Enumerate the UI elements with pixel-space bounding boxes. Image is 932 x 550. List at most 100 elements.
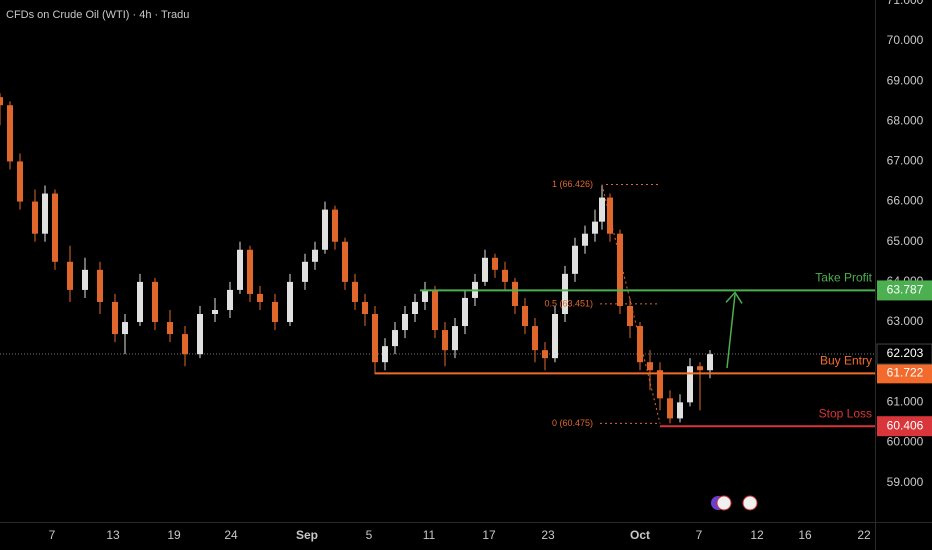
- candle-body: [592, 221, 598, 234]
- event-icon[interactable]: [742, 495, 758, 511]
- candle-body: [502, 269, 508, 282]
- candle-body: [582, 233, 588, 246]
- current-price-label: 62.203: [887, 346, 924, 360]
- y-tick-label: 70.000: [887, 33, 924, 47]
- x-tick-label: 13: [106, 528, 120, 542]
- candle-body: [257, 293, 263, 302]
- candle-body: [17, 161, 23, 202]
- candle-body: [352, 281, 358, 302]
- x-tick-label: 19: [167, 528, 181, 542]
- candle-body: [607, 197, 613, 234]
- x-tick-label: 23: [541, 528, 555, 542]
- candle-body: [7, 105, 13, 162]
- arrow-head: [725, 291, 743, 304]
- fib-label: 1 (66.426): [552, 179, 593, 189]
- candle-body: [667, 398, 673, 419]
- candle-body: [442, 330, 448, 351]
- candle-body: [462, 297, 468, 327]
- fib-label: 0 (60.475): [552, 418, 593, 428]
- y-tick-label: 65.000: [887, 234, 924, 248]
- candle-body: [572, 245, 578, 274]
- arrow-shaft: [726, 294, 736, 369]
- y-tick-label: 66.000: [887, 194, 924, 208]
- x-tick-label: 7: [49, 528, 56, 542]
- candle-body: [272, 301, 278, 323]
- fib-label: 0.5 (63.451): [544, 298, 593, 308]
- candle-body: [392, 330, 398, 347]
- candle-body: [97, 269, 103, 302]
- y-tick-label: 67.000: [887, 154, 924, 168]
- candle-body: [402, 314, 408, 331]
- candle-body: [152, 281, 158, 323]
- candle-body: [422, 289, 428, 302]
- y-tick-label: 69.000: [887, 73, 924, 87]
- level-price-label: 61.722: [887, 366, 924, 380]
- level-name: Buy Entry: [820, 354, 872, 368]
- candle-body: [362, 301, 368, 315]
- candle-body: [332, 209, 338, 242]
- candle-body: [342, 241, 348, 282]
- x-tick-label: 5: [366, 528, 373, 542]
- candle-body: [247, 249, 253, 294]
- candle-body: [322, 209, 328, 250]
- x-tick-label: Oct: [630, 528, 650, 542]
- candle-body: [42, 193, 48, 234]
- level-price-label: 60.406: [887, 418, 924, 432]
- candle-body: [197, 314, 203, 355]
- candle-body: [522, 305, 528, 327]
- candle-body: [212, 309, 218, 315]
- level-price-box: [877, 416, 932, 437]
- candle-body: [312, 249, 318, 262]
- candle-body: [0, 97, 3, 106]
- event-icon[interactable]: [716, 495, 732, 511]
- candle-body: [302, 261, 308, 282]
- candle-body: [382, 346, 388, 363]
- candle-body: [512, 281, 518, 306]
- candle-body: [647, 362, 653, 371]
- candle-body: [82, 269, 88, 290]
- x-tick-label: 17: [482, 528, 496, 542]
- x-tick-label: 24: [224, 528, 238, 542]
- x-tick-label: Sep: [296, 528, 318, 542]
- candle-body: [227, 289, 233, 310]
- candle-body: [237, 249, 243, 290]
- candle-body: [562, 273, 568, 315]
- candle-body: [52, 193, 58, 262]
- event-icons[interactable]: [711, 495, 758, 511]
- candle-body: [697, 366, 703, 371]
- candle-body: [687, 366, 693, 403]
- candle-body: [617, 233, 623, 306]
- fib-trend: [601, 184, 661, 424]
- x-tick-label: 12: [750, 528, 764, 542]
- candle-body: [627, 305, 633, 327]
- candle-body: [482, 257, 488, 282]
- candle-body: [599, 197, 605, 222]
- candle-body: [287, 281, 293, 323]
- candle-body: [112, 301, 118, 335]
- chart-title: CFDs on Crude Oil (WTI) · 4h · Tradu: [6, 9, 189, 21]
- y-tick-label: 60.000: [887, 435, 924, 449]
- candle-body: [552, 314, 558, 359]
- x-tick-label: 22: [857, 528, 871, 542]
- candle-body: [532, 326, 538, 351]
- candle-body: [452, 326, 458, 351]
- x-tick-label: 7: [696, 528, 703, 542]
- current-price-box: [876, 343, 932, 365]
- y-tick-label: 63.000: [887, 314, 924, 328]
- y-tick-label: 61.000: [887, 395, 924, 409]
- y-tick-label: 59.000: [887, 475, 924, 489]
- level-price-box: [877, 363, 932, 384]
- candle-body: [372, 314, 378, 363]
- candle-body: [657, 370, 663, 399]
- candle-body: [707, 354, 713, 371]
- candle-body: [412, 301, 418, 315]
- candle-body: [432, 289, 438, 331]
- y-tick-label: 71.000: [887, 0, 924, 7]
- x-tick-label: 11: [423, 528, 436, 542]
- candle-body: [122, 322, 128, 335]
- x-tick-label: 16: [798, 528, 812, 542]
- candle-body: [32, 201, 38, 234]
